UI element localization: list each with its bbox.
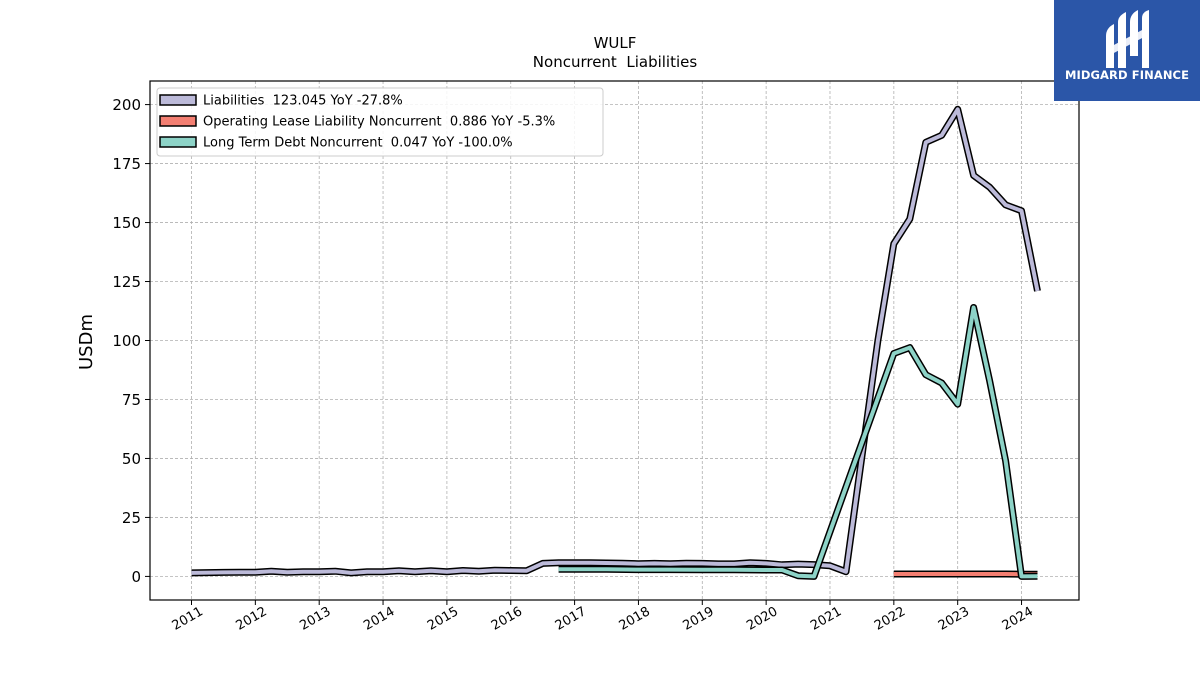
x-tick-label: 2013 [297,604,333,634]
legend-box [156,87,604,157]
y-axis-label: USDm [76,314,97,370]
x-tick-label: 2019 [680,604,716,634]
legend-swatch [159,115,197,127]
x-tick-label: 2024 [1000,604,1036,634]
legend-swatch [159,94,197,106]
x-tick-label: 2012 [234,604,270,634]
series-outline-liabilities [191,105,1041,577]
legend-label: Long Term Debt Noncurrent 0.047 YoY -100… [203,136,513,151]
logo-text: MIDGARD FINANCE [1064,68,1190,82]
plot-frame [149,80,1080,601]
series-line-liabilities [191,107,1040,575]
legend-label: Liabilities 123.045 YoY -27.8% [203,94,403,109]
x-tick-label: 2021 [808,604,844,634]
y-tick-label: 0 [131,568,141,586]
axis-ticks: 0 25 50 75 100 125 150 175 200 2011 2012 2013 2014 20… [112,96,1036,634]
x-tick-label: 2015 [425,604,461,634]
series-lines [191,105,1041,580]
series-line-long-term-debt-noncurrent [558,305,1038,579]
y-tick-label: 75 [122,391,141,409]
y-tick-label: 25 [122,509,141,527]
midgard-finance-logo: MIDGARD FINANCE [1054,0,1200,101]
y-tick-label: 100 [112,332,141,350]
legend-swatch [159,136,197,148]
y-tick-label: 200 [112,96,141,114]
y-tick-label: 50 [122,450,141,468]
x-tick-label: 2022 [872,604,908,634]
x-tick-label: 2018 [617,604,653,634]
grid-lines [150,81,1079,600]
chart-subtitle: Noncurrent Liabilities [533,53,698,71]
y-tick-label: 150 [112,214,141,232]
legend-label: Operating Lease Liability Noncurrent 0.8… [203,115,555,130]
x-tick-label: 2011 [170,604,206,634]
chart-title: WULF [594,34,637,52]
x-tick-label: 2014 [361,604,397,634]
y-tick-label: 125 [112,273,141,291]
x-tick-label: 2016 [489,604,525,634]
logo-mark-icon [1106,10,1149,68]
x-tick-label: 2020 [744,604,780,634]
y-tick-label: 175 [112,155,141,173]
x-tick-label: 2023 [936,604,972,634]
x-tick-label: 2017 [553,604,589,634]
legend: Liabilities 123.045 YoY -27.8% Operating … [156,87,604,157]
